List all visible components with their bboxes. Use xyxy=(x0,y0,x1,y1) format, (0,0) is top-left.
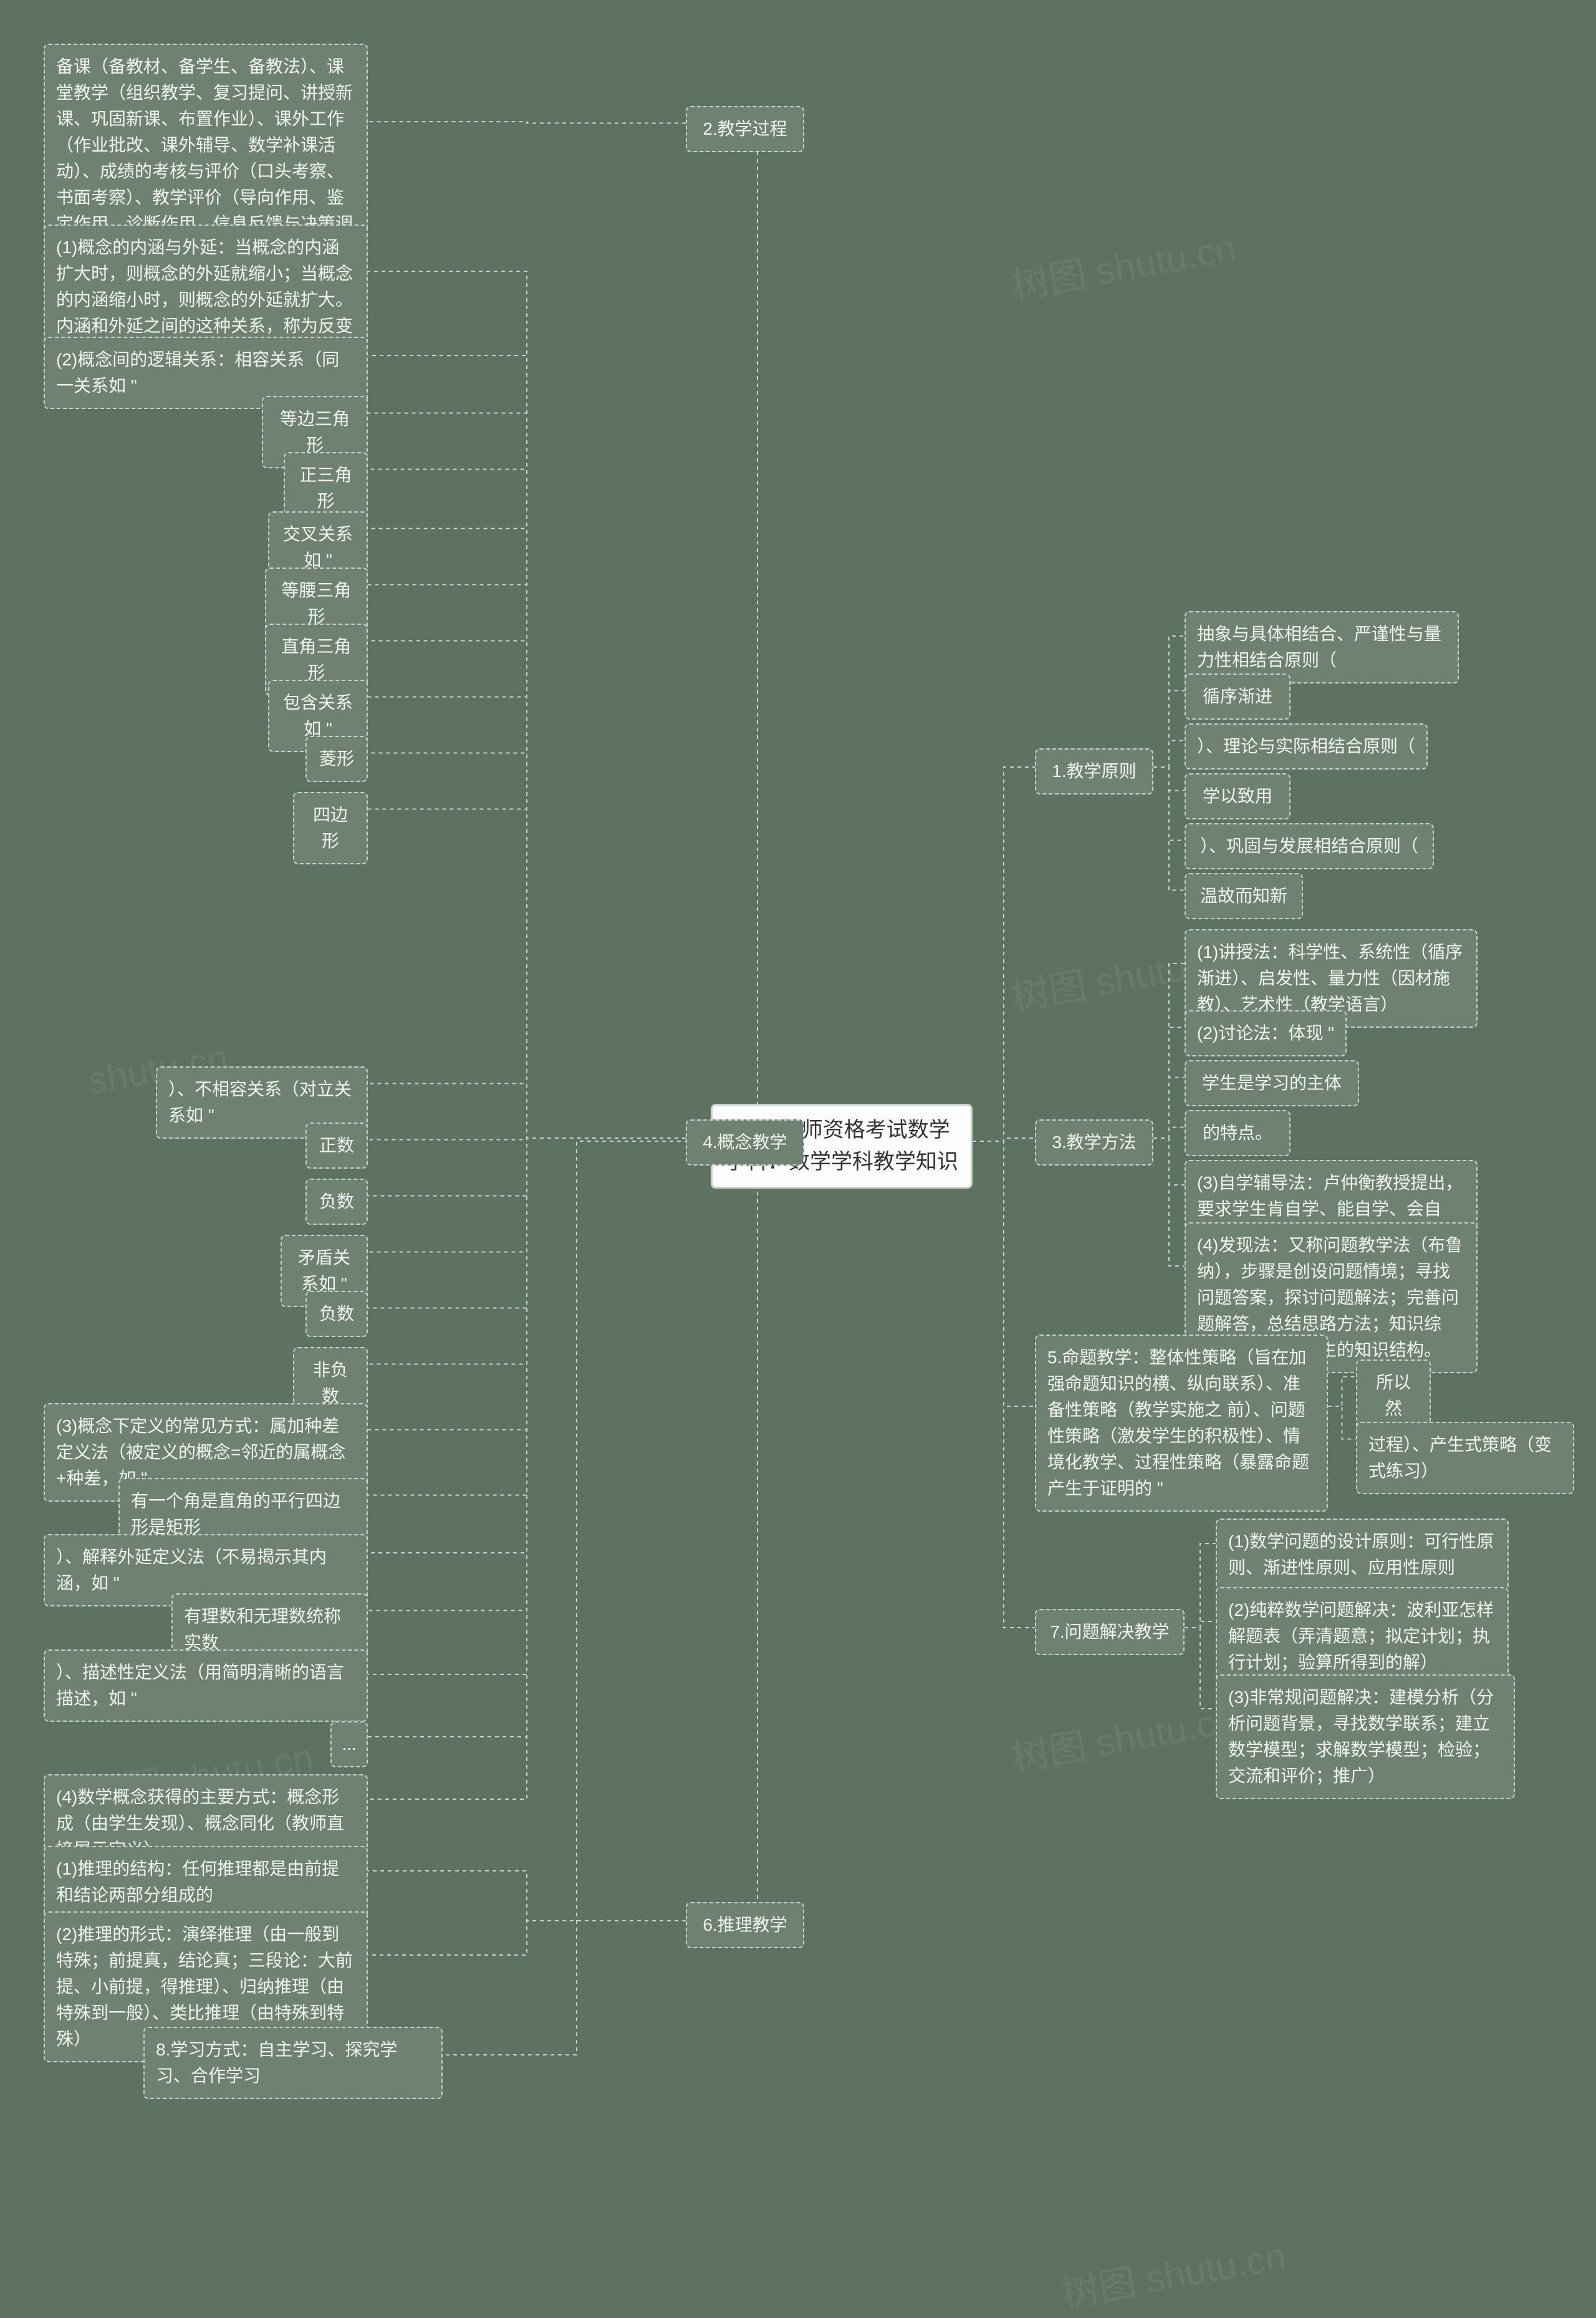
mindmap-node[interactable]: 菱形 xyxy=(305,736,368,782)
mindmap-node[interactable]: (2)纯粹数学问题解决：波利亚怎样解题表（弄清题意；拟定计划；执行计划；验算所得… xyxy=(1216,1587,1509,1686)
edge xyxy=(711,1141,804,1921)
mindmap-node[interactable]: 过程）、产生式策略（变式练习） xyxy=(1356,1422,1574,1494)
mindmap-node[interactable]: 5.命题教学：整体性策略（旨在加强命题知识的横、纵向联系）、准备性策略（教学实施… xyxy=(1035,1335,1328,1512)
edge xyxy=(1153,963,1185,1138)
mindmap-node[interactable]: 4.概念教学 xyxy=(686,1119,804,1166)
edge xyxy=(368,753,686,1139)
edge xyxy=(1153,691,1185,768)
mindmap-node[interactable]: 四边形 xyxy=(293,792,368,864)
mindmap-node[interactable]: 学生是学习的主体 xyxy=(1185,1060,1359,1106)
edge xyxy=(973,1141,1035,1628)
mindmap-node[interactable]: 1.教学原则 xyxy=(1035,748,1153,794)
edge xyxy=(973,767,1035,1141)
mindmap-node[interactable]: 正数 xyxy=(305,1123,368,1169)
mindmap-node[interactable]: 负数 xyxy=(305,1179,368,1225)
mindmap-node[interactable]: 6.推理教学 xyxy=(686,1902,804,1948)
mindmap-node[interactable]: 温故而知新 xyxy=(1185,873,1303,919)
mindmap-node[interactable]: 2.教学过程 xyxy=(686,106,804,152)
mindmap-node[interactable]: 所以然 xyxy=(1356,1359,1431,1432)
edge xyxy=(368,1138,686,1308)
edge xyxy=(1153,1128,1185,1139)
mindmap-node[interactable]: (1)推理的结构：任何推理都是由前提和结论两部分组成的 xyxy=(44,1846,368,1918)
mindmap-node[interactable]: 学以致用 xyxy=(1185,773,1291,819)
edge xyxy=(368,413,686,1139)
mindmap-node[interactable]: 负数 xyxy=(305,1291,368,1337)
edge xyxy=(368,1138,686,1611)
mindmap-node[interactable]: 7.问题解决教学 xyxy=(1035,1609,1185,1655)
mindmap-node[interactable]: 8.学习方式：自主学习、探究学习、合作学习 xyxy=(143,2027,443,2099)
edge xyxy=(368,1921,686,1955)
mindmap-node[interactable]: ）、理论与实际相结合原则（ xyxy=(1185,723,1428,770)
mindmap-node[interactable]: 抽象与具体相结合、严谨性与量力性相结合原则（ xyxy=(1185,611,1459,683)
mindmap-node[interactable]: 的特点。 xyxy=(1185,1110,1291,1156)
mindmap-node[interactable]: (2)讨论法：体现 " xyxy=(1185,1010,1347,1056)
edge xyxy=(711,123,804,1142)
mindmap-canvas: 树图 shutu.cn树图 shutu.cnshutu.cn树图 shutu.c… xyxy=(0,0,1596,2318)
edge xyxy=(1153,767,1185,891)
edge xyxy=(1328,1377,1356,1407)
edge xyxy=(1185,1628,1216,1709)
edge xyxy=(368,122,686,123)
edge xyxy=(1185,1621,1216,1628)
mindmap-node[interactable]: ... xyxy=(330,1721,368,1767)
edge xyxy=(1328,1406,1356,1439)
mindmap-node[interactable]: ）、巩固与发展相结合原则（ xyxy=(1185,823,1434,869)
edge xyxy=(368,1871,686,1921)
mindmap-node[interactable]: (1)数学问题的设计原则：可行性原则、渐进性原则、应用性原则 xyxy=(1216,1519,1509,1591)
edge xyxy=(1153,1138,1185,1266)
mindmap-node[interactable]: 3.教学方法 xyxy=(1035,1119,1153,1166)
edge xyxy=(368,1084,686,1139)
edge xyxy=(1153,741,1185,768)
edge xyxy=(368,1138,686,1799)
mindmap-node[interactable]: 循序渐进 xyxy=(1185,674,1291,720)
mindmap-node[interactable]: ）、描述性定义法（用简明清晰的语言描述，如 " xyxy=(44,1649,368,1722)
edge xyxy=(368,809,686,1139)
edge xyxy=(1153,636,1185,767)
edge xyxy=(443,1141,711,2055)
mindmap-node[interactable]: (3)非常规问题解决：建模分析（分析问题背景，寻找数学联系；建立数学模型；求解数… xyxy=(1216,1674,1515,1799)
edge xyxy=(1185,1543,1216,1628)
edge xyxy=(1153,767,1185,791)
